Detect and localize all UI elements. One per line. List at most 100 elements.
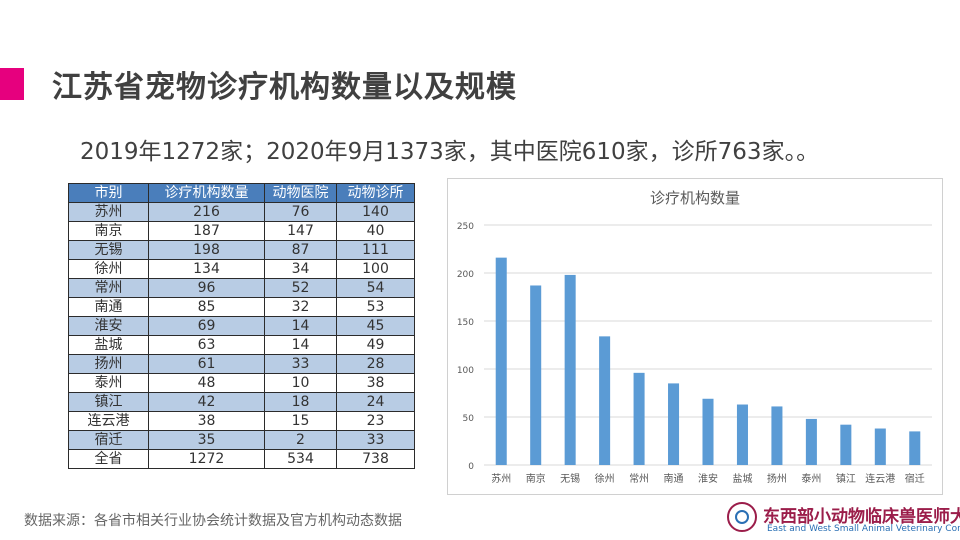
y-tick-label: 250: [457, 222, 474, 232]
value-cell: 35: [148, 430, 265, 450]
bar-2: [564, 274, 576, 465]
city-name-cell: 扬州: [68, 354, 149, 374]
table-header-row: 市别 诊疗机构数量 动物医院 动物诊所: [68, 183, 415, 203]
x-tick-label: 连云港: [865, 472, 895, 485]
table-row: 盐城 63 14 49: [68, 335, 415, 355]
value-cell: 147: [264, 221, 337, 241]
data-source-note: 数据来源：各省市相关行业协会统计数据及官方机构动态数据: [24, 513, 402, 529]
city-name-cell: 淮安: [68, 316, 149, 336]
bar-7: [736, 404, 748, 465]
city-name-cell: 宿迁: [68, 430, 149, 450]
table-row: 宿迁 35 2 33: [68, 430, 415, 450]
x-tick-label: 镇江: [836, 472, 856, 485]
value-cell: 28: [336, 354, 415, 374]
value-cell: 48: [148, 373, 265, 393]
value-cell: 53: [336, 297, 415, 317]
city-stats-table: 市别 诊疗机构数量 动物医院 动物诊所 苏州 216 76 140 南京 187 147 40…: [68, 183, 415, 469]
value-cell: 38: [336, 373, 415, 393]
table-header-cell: 动物诊所: [336, 183, 415, 203]
city-name-cell: 苏州: [68, 202, 149, 222]
chart-title: 诊疗机构数量: [650, 189, 740, 207]
value-cell: 87: [264, 240, 337, 260]
table-row: 徐州 134 34 100: [68, 259, 415, 279]
x-tick-label: 泰州: [801, 472, 821, 485]
logo-name-en: East and West Small Animal Veterinary Co…: [767, 524, 960, 534]
city-name-cell: 连云港: [68, 411, 149, 431]
value-cell: 14: [264, 316, 337, 336]
bar-8: [771, 406, 783, 465]
conference-logo: 东西部小动物临床兽医师大会 East and West Small Animal…: [727, 500, 960, 536]
value-cell: 52: [264, 278, 337, 298]
table-row: 全省 1272 534 738: [68, 449, 415, 469]
value-cell: 534: [264, 449, 337, 469]
y-tick-label: 200: [457, 270, 474, 280]
city-name-cell: 泰州: [68, 373, 149, 393]
value-cell: 45: [336, 316, 415, 336]
value-cell: 23: [336, 411, 415, 431]
city-name-cell: 南通: [68, 297, 149, 317]
table-row: 连云港 38 15 23: [68, 411, 415, 431]
value-cell: 61: [148, 354, 265, 374]
value-cell: 38: [148, 411, 265, 431]
table-row: 扬州 61 33 28: [68, 354, 415, 374]
table-header-cell: 市别: [68, 183, 149, 203]
y-tick-label: 50: [463, 414, 475, 424]
value-cell: 1272: [148, 449, 265, 469]
x-tick-label: 盐城: [732, 472, 752, 485]
value-cell: 32: [264, 297, 337, 317]
bar-11: [874, 428, 886, 465]
value-cell: 100: [336, 259, 415, 279]
x-tick-label: 南京: [526, 472, 546, 485]
value-cell: 40: [336, 221, 415, 241]
value-cell: 15: [264, 411, 337, 431]
table-row: 无锡 198 87 111: [68, 240, 415, 260]
value-cell: 69: [148, 316, 265, 336]
page-title: 江苏省宠物诊疗机构数量以及规模: [52, 70, 517, 105]
value-cell: 134: [148, 259, 265, 279]
city-name-cell: 镇江: [68, 392, 149, 412]
bar-3: [599, 336, 611, 465]
bar-9: [805, 418, 817, 465]
table-row: 淮安 69 14 45: [68, 316, 415, 336]
city-name-cell: 常州: [68, 278, 149, 298]
summary-text: 2019年1272家；2020年9月1373家，其中医院610家，诊所763家。…: [80, 139, 820, 165]
value-cell: 33: [336, 430, 415, 450]
value-cell: 63: [148, 335, 265, 355]
bar-5: [668, 383, 680, 465]
y-tick-label: 150: [457, 318, 474, 328]
value-cell: 18: [264, 392, 337, 412]
value-cell: 216: [148, 202, 265, 222]
value-cell: 34: [264, 259, 337, 279]
bar-chart: 诊疗机构数量 0 50 100 150 200 250 苏州 南京 无锡 徐州 常州 南通 淮安 盐城 扬州 泰…: [447, 178, 943, 495]
table-header-cell: 诊疗机构数量: [148, 183, 265, 203]
table-header-cell: 动物医院: [264, 183, 337, 203]
value-cell: 24: [336, 392, 415, 412]
value-cell: 54: [336, 278, 415, 298]
value-cell: 10: [264, 373, 337, 393]
value-cell: 187: [148, 221, 265, 241]
table-row: 苏州 216 76 140: [68, 202, 415, 222]
value-cell: 738: [336, 449, 415, 469]
city-name-cell: 无锡: [68, 240, 149, 260]
y-tick-label: 0: [468, 462, 474, 472]
value-cell: 76: [264, 202, 337, 222]
table-row: 南京 187 147 40: [68, 221, 415, 241]
table-row: 南通 85 32 53: [68, 297, 415, 317]
x-tick-label: 宿迁: [905, 472, 925, 485]
city-name-cell: 全省: [68, 449, 149, 469]
city-name-cell: 徐州: [68, 259, 149, 279]
table-row: 泰州 48 10 38: [68, 373, 415, 393]
table-body: 苏州 216 76 140 南京 187 147 40 无锡 198 87 111 徐州 134 34 100…: [68, 202, 415, 469]
table-row: 常州 96 52 54: [68, 278, 415, 298]
bar-chart-svg: 诊疗机构数量 0 50 100 150 200 250 苏州 南京 无锡 徐州 常州 南通 淮安 盐城 扬州 泰…: [457, 189, 932, 485]
value-cell: 198: [148, 240, 265, 260]
x-tick-label: 苏州: [491, 472, 511, 485]
bar-12: [909, 431, 921, 465]
value-cell: 85: [148, 297, 265, 317]
x-tick-label: 徐州: [595, 472, 615, 485]
table-row: 镇江 42 18 24: [68, 392, 415, 412]
value-cell: 140: [336, 202, 415, 222]
x-tick-label: 南通: [664, 472, 684, 485]
value-cell: 96: [148, 278, 265, 298]
city-name-cell: 盐城: [68, 335, 149, 355]
